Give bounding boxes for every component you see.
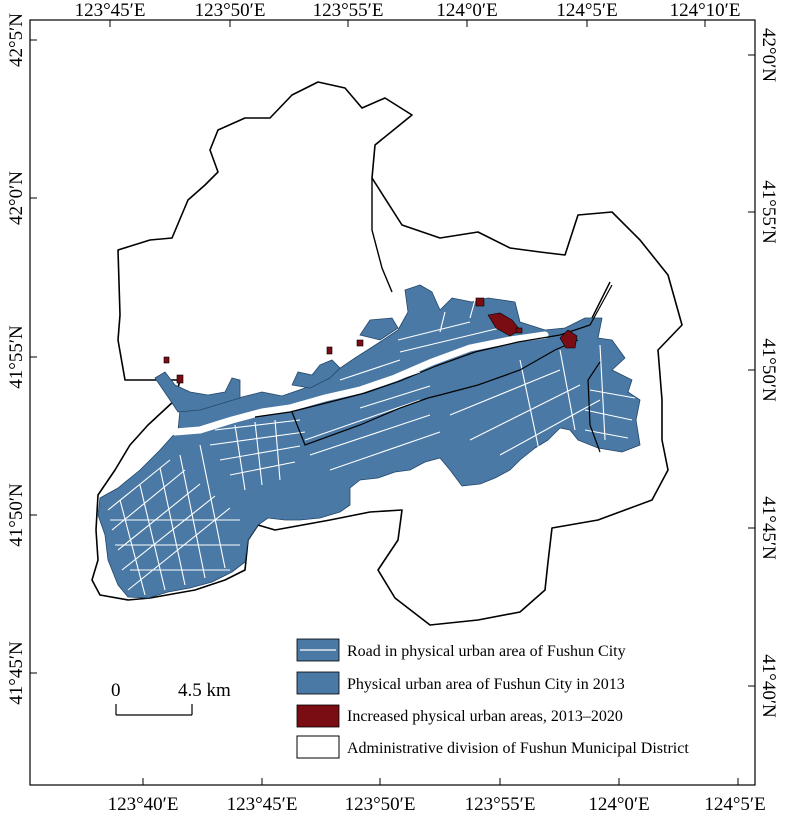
top-axis-label: 123°50′E [195,0,266,21]
bottom-axis-label: 124°0′E [588,794,649,815]
left-axis-label: 42°5′N [6,13,27,67]
right-axis-label: 42°0′N [758,28,779,82]
road-network [107,299,636,596]
top-axis-label: 124°0′E [436,0,497,21]
legend-label: Administrative division of Fushun Munici… [347,740,689,757]
bottom-axis-label: 123°50′E [345,794,416,815]
left-axis-label: 41°55′N [6,325,27,389]
district-line [371,178,393,293]
right-axis-label: 41°55′N [758,180,779,244]
bottom-axis-ticks [142,778,739,785]
left-axis-label: 41°45′N [6,641,27,705]
urban-area-2013 [154,371,241,413]
district-line [427,339,579,399]
bottom-axis-label: 123°45′E [227,794,298,815]
top-axis-ticks [109,20,706,27]
top-axis-label: 124°5′E [556,0,617,21]
legend-swatch-urban [296,671,340,695]
scale-start-label: 0 [111,680,121,701]
legend-label: Physical urban area of Fushun City in 20… [347,676,625,693]
right-axis-label: 41°45′N [758,496,779,560]
scale-bar [115,704,193,716]
urban-area-2013 [359,317,399,341]
top-axis-label: 124°10′E [670,0,741,21]
legend-swatch-admin [296,735,340,759]
district-line [587,361,601,453]
right-axis-label: 41°40′N [758,654,779,718]
right-axis-ticks [748,54,755,687]
legend: Road in physical urban area of Fushun Ci… [296,638,689,759]
legend-item-increase: Increased physical urban areas, 2013–202… [296,704,623,728]
legend-label: Road in physical urban area of Fushun Ci… [347,643,626,660]
left-axis-label: 41°50′N [6,483,27,547]
urban-area-2013 [291,359,341,389]
scale-end-label: 4.5 km [178,680,231,701]
bottom-axis-label: 124°5′E [704,794,765,815]
legend-item-road: Road in physical urban area of Fushun Ci… [296,638,626,662]
legend-item-urban: Physical urban area of Fushun City in 20… [296,671,625,695]
left-axis-ticks [30,39,37,674]
bottom-axis-label: 123°40′E [108,794,179,815]
top-axis-label: 123°45′E [75,0,146,21]
legend-swatch-increase [296,704,340,728]
increased-urban-areas [163,297,578,384]
bottom-axis-label: 123°55′E [465,794,536,815]
legend-label: Increased physical urban areas, 2013–202… [347,708,623,725]
legend-item-admin: Administrative division of Fushun Munici… [296,735,689,759]
right-axis-label: 41°50′N [758,338,779,402]
river [171,331,549,436]
district-line [291,397,429,446]
left-axis-label: 42°0′N [6,171,27,225]
top-axis-label: 123°55′E [313,0,384,21]
